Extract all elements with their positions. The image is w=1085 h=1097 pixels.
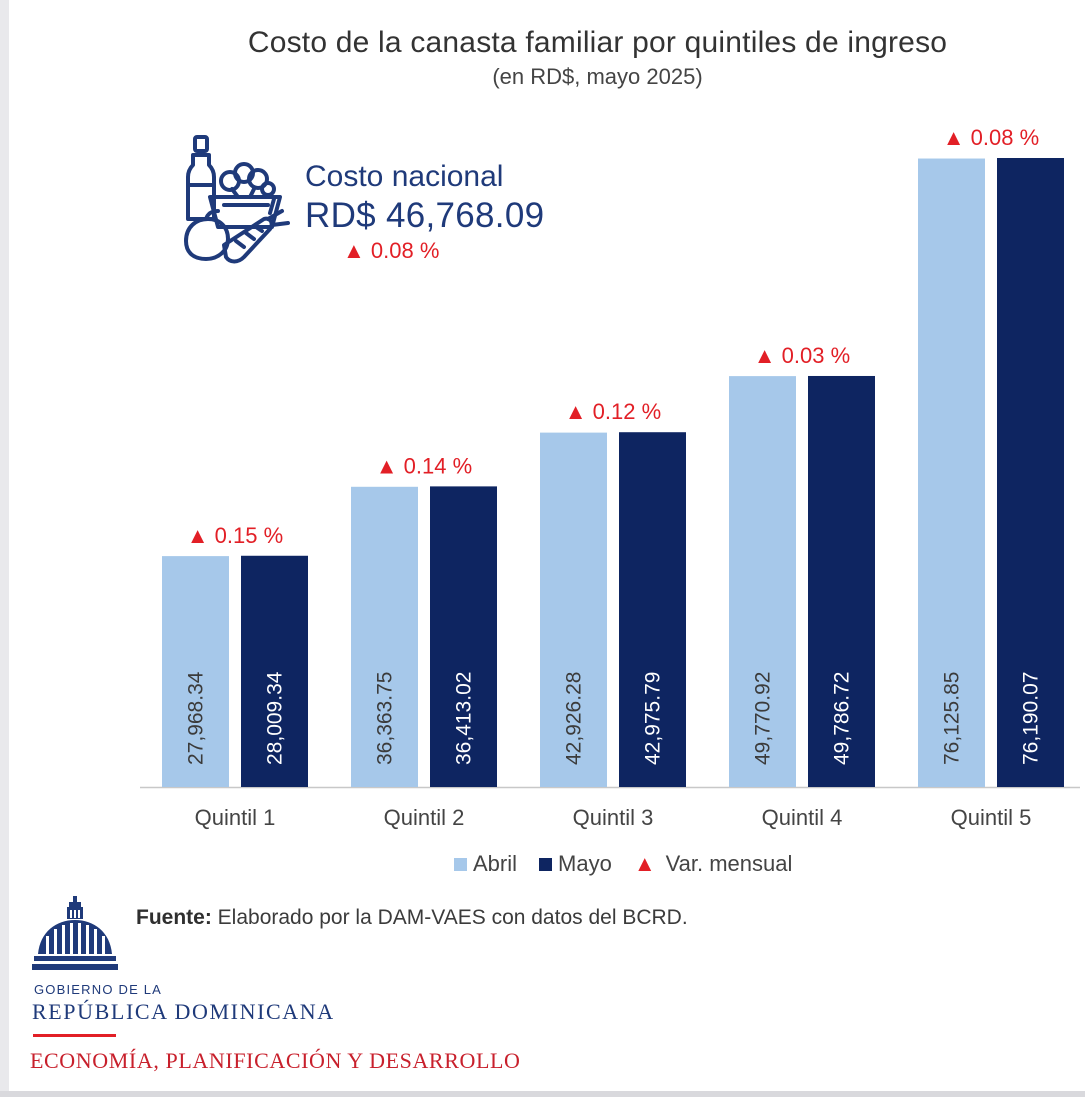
bar-value-label-abril-3: 42,926.28 bbox=[563, 672, 586, 765]
legend-item-abril: Abril bbox=[454, 851, 517, 877]
bar-value-label-abril-2: 36,363.75 bbox=[374, 672, 397, 765]
bar-mayo-4 bbox=[808, 375, 875, 787]
bar-value-label-abril-4: 49,770.92 bbox=[752, 672, 775, 765]
source-note: Fuente: Elaborado por la DAM-VAES con da… bbox=[136, 906, 688, 930]
legend-item-var: ▲ Var. mensual bbox=[634, 851, 793, 877]
legend-label-mayo: Mayo bbox=[558, 851, 612, 876]
bar-abril-3 bbox=[540, 432, 607, 787]
bar-abril-4 bbox=[729, 376, 796, 787]
bar-value-label-mayo-2: 36,413.02 bbox=[453, 672, 476, 765]
bar-value-label-mayo-4: 49,786.72 bbox=[831, 672, 854, 765]
bottom-edge bbox=[0, 1091, 1085, 1097]
chart-subtitle: (en RD$, mayo 2025) bbox=[492, 64, 703, 89]
triangle-up-icon: ▲ bbox=[633, 851, 656, 876]
variation-label-1: ▲ 0.15 % bbox=[187, 523, 283, 548]
capitol-dome-icon bbox=[32, 896, 118, 970]
legend-swatch-abril bbox=[454, 857, 467, 871]
national-cost-value: RD$ 46,768.09 bbox=[305, 196, 545, 235]
bar-value-label-mayo-1: 28,009.34 bbox=[264, 671, 287, 765]
legend-label-var: Var. mensual bbox=[665, 851, 793, 876]
bar-mayo-2 bbox=[430, 486, 497, 787]
legend-label-abril: Abril bbox=[473, 851, 518, 876]
gov-logo-underline bbox=[33, 1034, 116, 1037]
gov-logo-big-text: REPÚBLICA DOMINICANA bbox=[32, 999, 335, 1024]
bar-value-label-abril-5: 76,125.85 bbox=[941, 672, 964, 765]
variation-label-4: ▲ 0.03 % bbox=[754, 343, 850, 368]
source-label: Fuente: bbox=[136, 906, 212, 929]
legend-swatch-mayo bbox=[539, 857, 553, 871]
bar-value-label-abril-1: 27,968.34 bbox=[185, 671, 208, 765]
x-tick-label-1: Quintil 1 bbox=[195, 805, 276, 830]
bar-abril-2 bbox=[351, 486, 418, 787]
bar-mayo-3 bbox=[619, 432, 686, 787]
legend-item-mayo: Mayo bbox=[539, 851, 612, 877]
source-text: Elaborado por la DAM-VAES con datos del … bbox=[211, 906, 688, 929]
gov-logo-small-text: GOBIERNO DE LA bbox=[34, 982, 163, 997]
national-cost-block: Costo nacional RD$ 46,768.09 bbox=[305, 160, 544, 236]
ministry-name: ECONOMÍA, PLANIFICACIÓN Y DESARROLLO bbox=[30, 1048, 521, 1073]
grocery-basket-icon bbox=[184, 135, 290, 264]
variation-label-2: ▲ 0.14 % bbox=[376, 453, 472, 478]
national-cost-variation: ▲ 0.08 % bbox=[343, 238, 440, 263]
bar-value-label-mayo-3: 42,975.79 bbox=[642, 672, 665, 765]
x-tick-label-4: Quintil 4 bbox=[762, 805, 843, 830]
variation-label-5: ▲ 0.08 % bbox=[943, 125, 1039, 150]
bar-mayo-5 bbox=[997, 158, 1064, 787]
bar-mayo-1 bbox=[241, 555, 308, 787]
left-edge bbox=[0, 0, 9, 1097]
chart-title: Costo de la canasta familiar por quintil… bbox=[247, 26, 948, 59]
bar-abril-5 bbox=[918, 158, 985, 788]
x-tick-label-3: Quintil 3 bbox=[573, 805, 654, 830]
bar-abril-1 bbox=[162, 556, 229, 787]
chart-legend: Abril Mayo ▲ Var. mensual bbox=[454, 850, 814, 878]
bar-value-label-mayo-5: 76,190.07 bbox=[1020, 672, 1043, 765]
variation-label-3: ▲ 0.12 % bbox=[565, 399, 661, 424]
x-tick-label-2: Quintil 2 bbox=[384, 805, 465, 830]
x-tick-label-5: Quintil 5 bbox=[951, 805, 1032, 830]
national-cost-label: Costo nacional bbox=[305, 160, 504, 193]
